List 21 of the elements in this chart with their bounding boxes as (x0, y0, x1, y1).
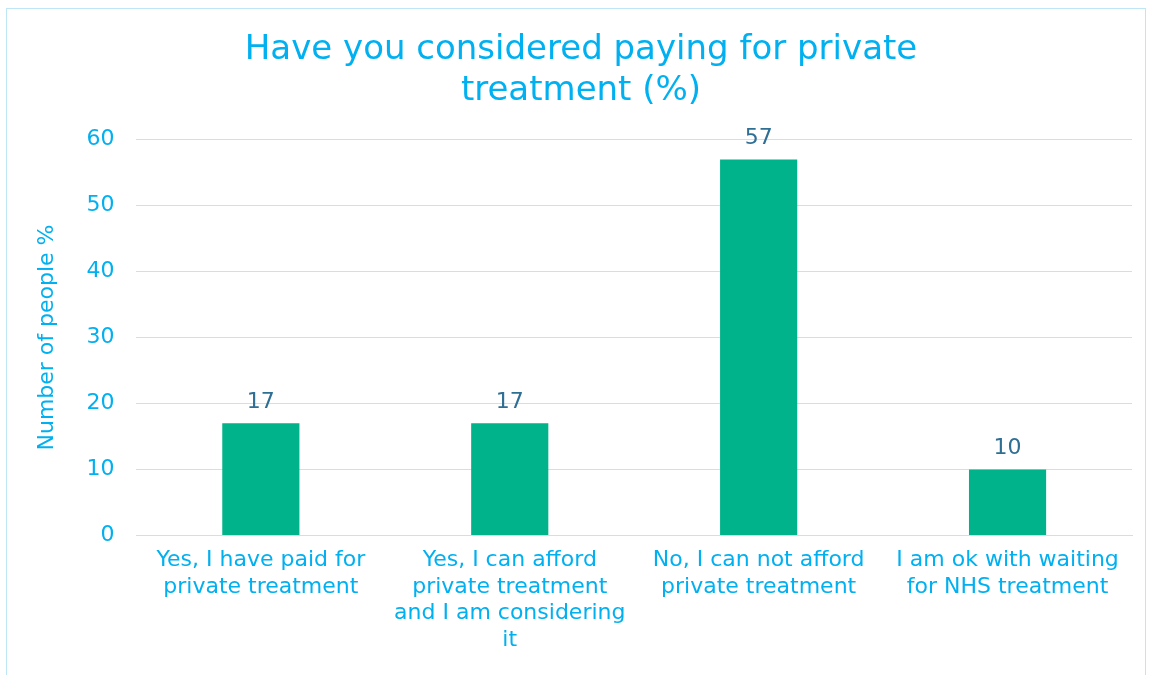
y-tick-label: 10 (86, 455, 115, 481)
chart-title: Have you considered paying for private treatment (%) (244, 27, 918, 109)
data-label: 57 (744, 124, 773, 150)
data-label: 17 (495, 387, 524, 413)
x-tick-label: Yes, I can afford private treatment and I am considering it (394, 546, 626, 651)
x-tick-label: I am ok with waiting for NHS treatment (896, 546, 1119, 598)
y-axis-title: Number of people % (32, 224, 58, 451)
y-tick-label: 20 (86, 389, 115, 415)
y-tick-label: 30 (86, 323, 115, 349)
bar (222, 423, 300, 535)
bar (968, 469, 1047, 535)
bar (720, 159, 798, 535)
y-tick-label: 60 (86, 125, 115, 151)
y-tick-label: 0 (100, 521, 115, 547)
x-tick-label: No, I can not afford private treatment (652, 546, 865, 598)
bar (471, 423, 549, 535)
data-label: 10 (993, 434, 1022, 460)
y-tick-label: 40 (86, 257, 115, 283)
x-tick-label: Yes, I have paid for private treatment (155, 546, 367, 598)
data-label: 17 (246, 387, 275, 413)
y-tick-label: 50 (86, 191, 115, 217)
